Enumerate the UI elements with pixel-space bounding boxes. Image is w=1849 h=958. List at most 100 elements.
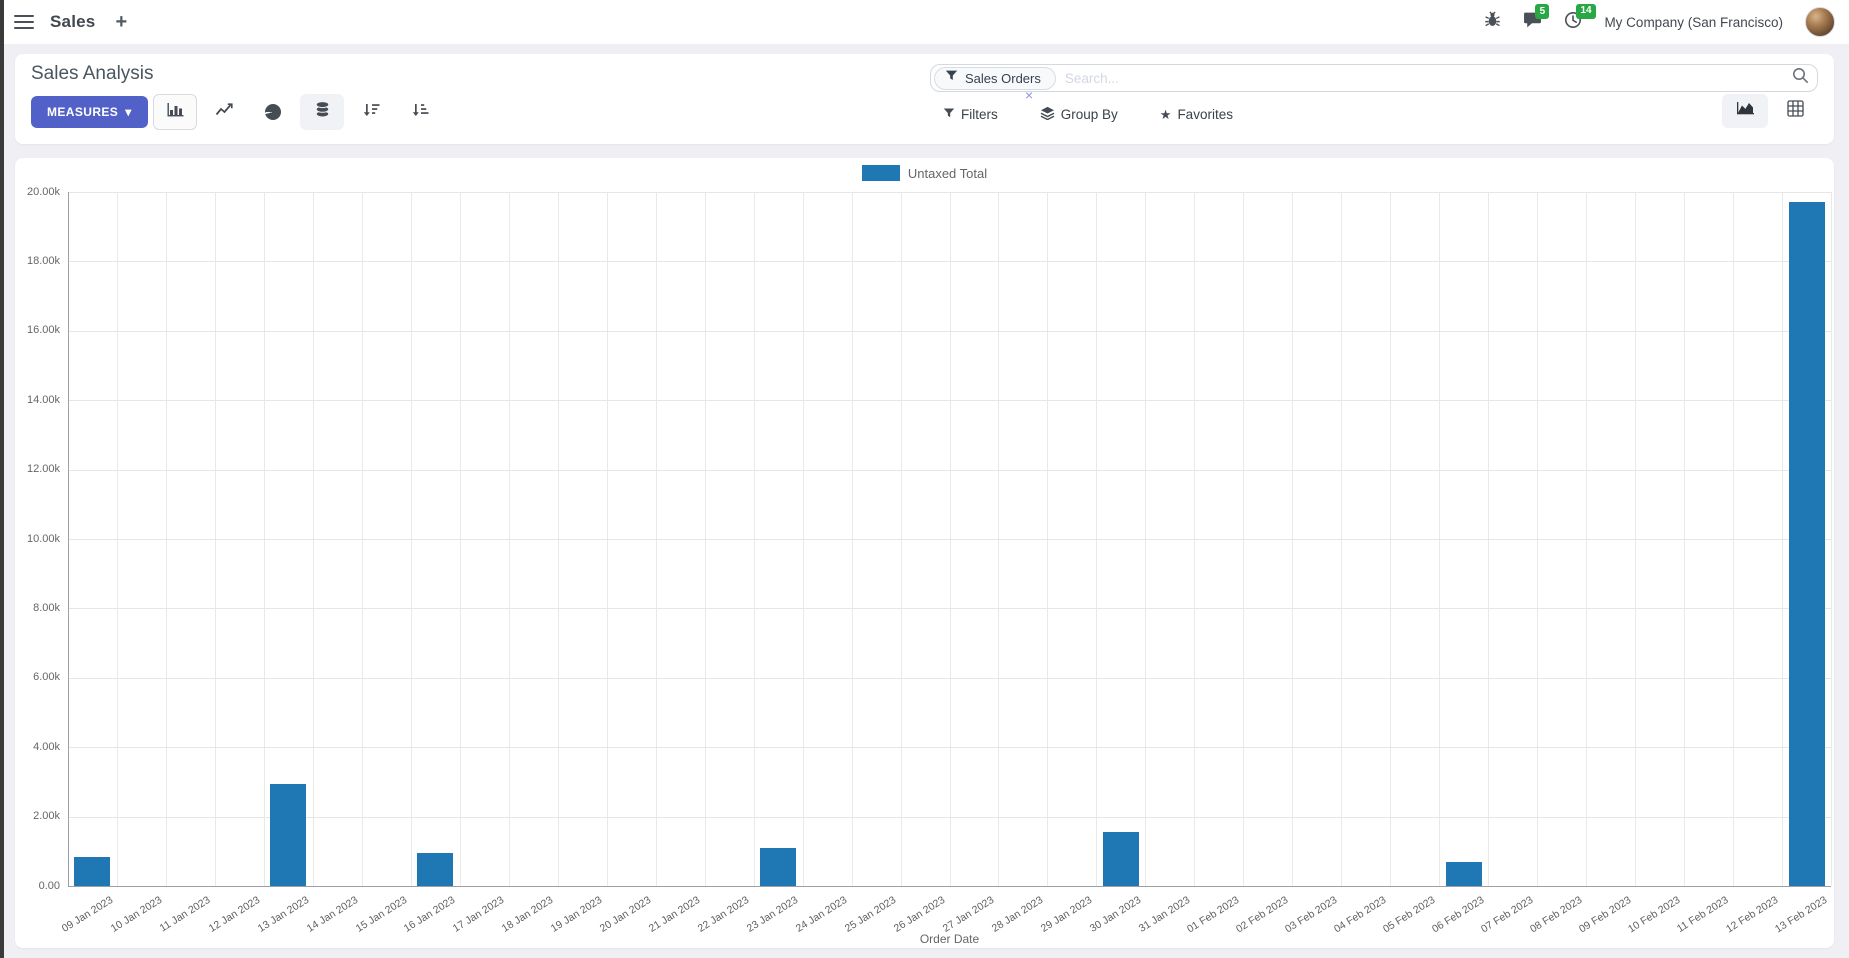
area-chart-icon <box>1736 101 1755 121</box>
legend-label: Untaxed Total <box>907 165 988 181</box>
filter-funnel-icon <box>945 69 958 87</box>
x-tick-label: 02 Feb 2023 <box>1233 894 1291 936</box>
x-tick-label: 25 Jan 2023 <box>843 894 899 935</box>
x-gridline <box>1145 192 1147 886</box>
y-tick-label: 8.00k <box>33 601 60 614</box>
bar-chart-plot: Order Date 0.00 2.00k 4.00k 6.00k 8.00k 10.00… <box>27 186 1832 946</box>
x-gridline <box>851 192 853 886</box>
x-gridline <box>557 192 559 886</box>
bar[interactable] <box>1445 862 1482 886</box>
pie-chart-button[interactable] <box>251 94 295 130</box>
line-chart-icon <box>215 102 234 122</box>
window-edge <box>0 0 4 958</box>
x-gridline <box>1194 192 1196 886</box>
search-icon[interactable] <box>1792 67 1809 89</box>
x-gridline <box>1537 192 1539 886</box>
y-tick-label: 14.00k <box>26 393 60 406</box>
x-gridline <box>1292 192 1294 886</box>
bar-chart-icon <box>166 102 185 123</box>
bar[interactable] <box>760 847 797 886</box>
x-gridline <box>1635 192 1637 886</box>
x-gridline <box>312 192 314 886</box>
x-tick-label: 24 Jan 2023 <box>794 894 850 935</box>
bar[interactable] <box>270 783 307 886</box>
y-tick-label: 10.00k <box>26 532 60 545</box>
sort-ascending-button[interactable] <box>398 94 442 130</box>
x-gridline <box>1684 192 1686 886</box>
y-tick-label: 20.00k <box>26 185 60 198</box>
messages-button[interactable]: 5 <box>1523 4 1550 33</box>
x-gridline <box>1488 192 1490 886</box>
x-tick-label: 16 Jan 2023 <box>402 894 458 935</box>
x-gridline <box>606 192 608 886</box>
bar[interactable] <box>1102 832 1139 886</box>
x-gridline <box>802 192 804 886</box>
x-gridline <box>1341 192 1343 886</box>
facet-label: Sales Orders <box>965 70 1041 86</box>
stacked-database-icon <box>315 101 330 123</box>
x-tick-label: 03 Feb 2023 <box>1282 894 1340 936</box>
x-tick-label: 13 Feb 2023 <box>1772 894 1829 936</box>
x-gridline <box>998 192 1000 886</box>
y-tick-label: 0.00 <box>38 879 60 892</box>
x-tick-label: 26 Jan 2023 <box>891 894 948 935</box>
line-chart-button[interactable] <box>202 94 246 130</box>
legend-swatch <box>861 165 900 181</box>
sort-descending-icon <box>363 103 380 122</box>
sort-ascending-icon <box>412 103 429 122</box>
y-tick-label: 12.00k <box>26 463 60 476</box>
sort-descending-button[interactable] <box>349 94 393 130</box>
x-gridline <box>1047 192 1049 886</box>
x-tick-label: 12 Jan 2023 <box>206 894 262 935</box>
y-tick-label: 16.00k <box>26 324 60 337</box>
favorites-button[interactable]: ★ Favorites <box>1159 107 1233 122</box>
x-gridline <box>949 192 951 886</box>
x-axis-line <box>68 886 1831 887</box>
x-tick-label: 12 Feb 2023 <box>1723 894 1780 936</box>
graph-view-button[interactable] <box>1722 94 1768 128</box>
apps-menu-icon[interactable] <box>14 13 34 32</box>
x-gridline <box>753 192 755 886</box>
search-bar[interactable]: Sales Orders <box>930 64 1818 92</box>
x-gridline <box>1586 192 1588 886</box>
x-gridline <box>263 192 265 886</box>
pivot-view-button[interactable] <box>1772 94 1818 128</box>
navbar: Sales + 5 <box>0 0 1849 44</box>
avatar[interactable] <box>1805 7 1835 37</box>
chart-panel: Untaxed Total Order Date 0.00 2.00k 4.00k 6… <box>15 158 1834 948</box>
y-tick-label: 4.00k <box>33 740 60 753</box>
search-input[interactable] <box>1064 70 1792 86</box>
bar[interactable] <box>417 853 454 886</box>
x-gridline <box>508 192 510 886</box>
company-switcher[interactable]: My Company (San Francisco) <box>1604 14 1783 30</box>
bar-chart-view-button[interactable] <box>153 94 197 130</box>
facet-remove-icon[interactable]: × <box>1025 87 1034 103</box>
filters-button[interactable]: Filters <box>943 107 998 122</box>
x-gridline <box>1782 192 1784 886</box>
bar[interactable] <box>1788 202 1825 886</box>
x-tick-label: 10 Jan 2023 <box>108 894 164 935</box>
page-title: Sales Analysis <box>31 63 154 84</box>
x-tick-label: 05 Feb 2023 <box>1380 894 1438 936</box>
x-tick-label: 29 Jan 2023 <box>1038 894 1095 935</box>
x-tick-label: 30 Jan 2023 <box>1087 894 1144 935</box>
x-tick-label: 17 Jan 2023 <box>451 894 507 935</box>
plus-icon[interactable]: + <box>115 11 128 33</box>
measures-button[interactable]: MEASURES ▾ <box>31 96 148 128</box>
search-facet-sales-orders[interactable]: Sales Orders <box>934 66 1056 90</box>
x-tick-label: 13 Jan 2023 <box>255 894 311 935</box>
x-tick-label: 11 Jan 2023 <box>158 894 213 935</box>
legend-untaxed-total[interactable]: Untaxed Total <box>15 165 1834 181</box>
chevron-down-icon: ▾ <box>125 105 132 119</box>
x-gridline <box>1733 192 1735 886</box>
bar[interactable] <box>74 856 111 886</box>
activities-button[interactable]: 14 <box>1564 3 1596 34</box>
pivot-table-icon <box>1786 100 1804 122</box>
y-tick-label: 6.00k <box>33 671 60 684</box>
app-name[interactable]: Sales <box>50 12 96 31</box>
activities-count-badge: 14 <box>1576 3 1596 19</box>
x-tick-label: 11 Feb 2023 <box>1675 894 1731 936</box>
stacked-toggle-button[interactable] <box>300 94 344 130</box>
debug-button[interactable] <box>1484 11 1501 33</box>
group-by-button[interactable]: Group By <box>1040 106 1118 123</box>
